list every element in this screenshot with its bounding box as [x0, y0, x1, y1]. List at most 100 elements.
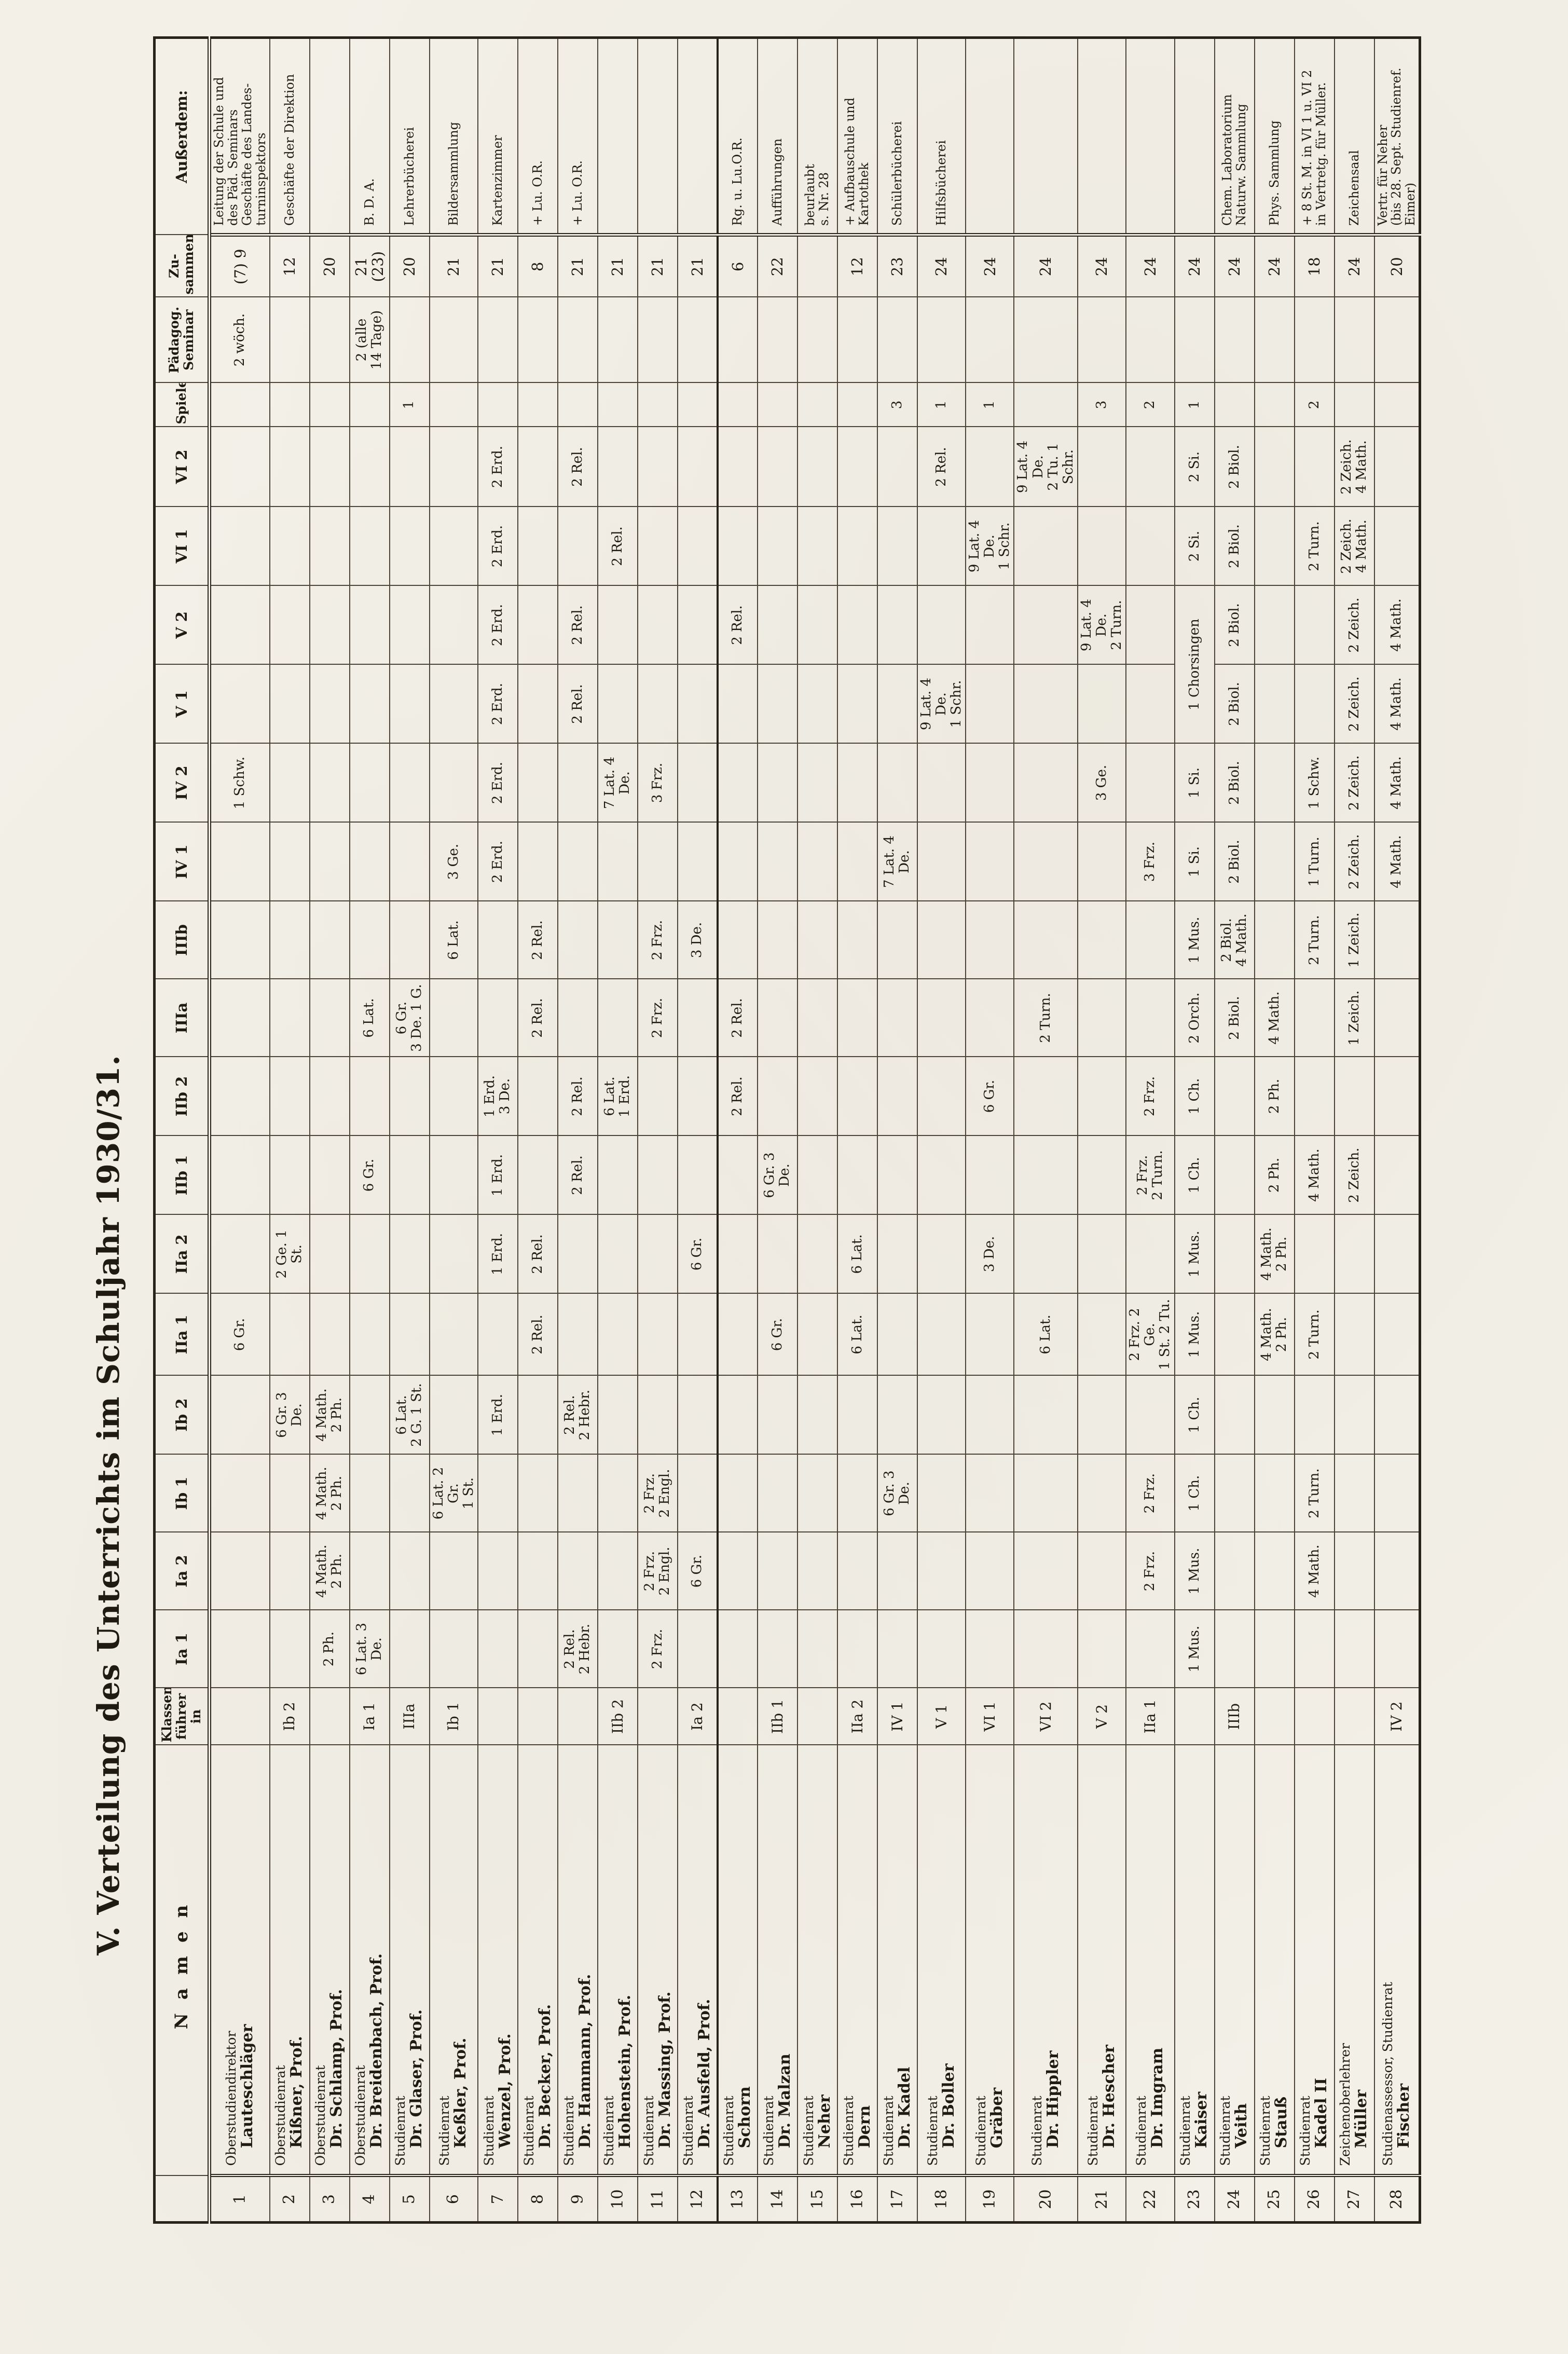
lesson-cell-iiib [477, 901, 518, 979]
lesson-cell-vi1: 2 Si. [1174, 507, 1215, 586]
ausserdem-cell [1174, 37, 1215, 235]
lesson-cell-ia2 [389, 1532, 430, 1610]
ausserdem-cell: Schülerbücherei [877, 37, 917, 235]
lesson-cell-v1 [517, 664, 558, 744]
spielen-cell [557, 382, 598, 427]
lesson-cell-vi2 [1254, 427, 1295, 507]
lesson-cell-iib2 [757, 1057, 797, 1136]
teacher-row-28: 28 Studienassessor, Studienrat Fischer IV 2… [1374, 37, 1420, 2223]
lesson-cell-iv1 [1014, 822, 1078, 901]
lesson-cell-iib1 [637, 1135, 678, 1215]
paedagog-seminar-cell [597, 297, 638, 383]
lesson-cell-ib2 [209, 1375, 270, 1455]
lesson-cell-vi2 [209, 427, 270, 507]
paedagog-seminar-cell [717, 297, 758, 383]
lesson-cell-v1 [1254, 664, 1295, 744]
row-number: 16 [837, 2175, 877, 2223]
spielen-cell [477, 382, 518, 427]
lesson-cell-ib2 [1294, 1375, 1335, 1455]
lesson-cell-vi1: 2 Rel. [597, 507, 638, 586]
lesson-cell-vi2: 2 Rel. [917, 427, 966, 507]
teacher-row-7: 7 Studienrat Wenzel, Prof. 1 Erd. 1 Erd. 1 Er… [477, 37, 518, 2223]
lesson-cell-iv1: 4 Math. [1374, 822, 1420, 901]
lesson-cell-iiib: 1 Zeich. [1334, 901, 1374, 979]
klassenfuehrer-cell [1334, 1688, 1374, 1745]
lesson-cell-iib1 [209, 1135, 270, 1215]
lesson-cell-iib1: 6 Gr. 3 De. [757, 1135, 797, 1215]
lesson-cell-iia1: 2 Frz. 2 Ge. 1 St. 2 Tu. [1126, 1293, 1175, 1376]
ausserdem-cell: + Aufbauschule und Kartothek [837, 37, 877, 235]
teacher-surname: Fischer [1395, 2083, 1413, 2148]
lesson-cell-iib1 [1077, 1135, 1126, 1215]
teacher-rank: Studienrat [1085, 2096, 1101, 2166]
ausserdem-cell: Geschäfte der Direktion [269, 37, 310, 235]
lesson-cell-vi1 [1126, 507, 1175, 586]
lesson-cell-vi2 [429, 427, 478, 507]
spielen-cell [637, 382, 678, 427]
teacher-surname: Gräber [988, 2087, 1007, 2148]
teacher-name-cell: Studienrat Wenzel, Prof. [477, 1745, 518, 2176]
lesson-cell-iv2 [1126, 743, 1175, 823]
lesson-cell-ia1 [1214, 1610, 1255, 1688]
lesson-cell-iib2 [517, 1057, 558, 1136]
lesson-cell-iia2 [1077, 1214, 1126, 1294]
teacher-rank: Studienrat [481, 2096, 497, 2166]
lesson-cell-iib2 [677, 1057, 718, 1136]
lesson-cell-iiia [1077, 979, 1126, 1057]
klassenfuehrer-cell: IIa 2 [837, 1688, 877, 1745]
spielen-cell: 2 [1126, 382, 1175, 427]
teacher-surname: Neher [815, 2095, 834, 2148]
lesson-cell-ib1 [349, 1454, 390, 1532]
ausserdem-cell: Rg. u. Lu.O.R. [717, 37, 758, 235]
lesson-cell-iiia: 1 Zeich. [1334, 979, 1374, 1057]
zusammen-cell: 24 [1077, 235, 1126, 297]
lesson-cell-ia1: 2 Ph. [309, 1610, 350, 1688]
teacher-name-cell: Studienrat Dern [837, 1745, 877, 2176]
teacher-surname: Dr. Hippler [1043, 2050, 1062, 2148]
teacher-row-3: 3 Oberstudienrat Dr. Schlamp, Prof. 2 Ph. 4 … [309, 37, 350, 2223]
lesson-cell-iv1 [269, 822, 310, 901]
lesson-cell-ib2 [1214, 1375, 1255, 1455]
lesson-cell-iib2: 6 Gr. [966, 1057, 1014, 1136]
lesson-cell-iib2: 6 Lat. 1 Erd. [597, 1057, 638, 1136]
paedagog-seminar-cell [1214, 297, 1255, 383]
lesson-cell-vi1 [757, 507, 797, 586]
zusammen-cell: 20 [389, 235, 430, 297]
teacher-name-cell: Studienrat Kadel II [1294, 1745, 1335, 2176]
lesson-cell-v2 [349, 585, 390, 665]
lesson-cell-iv2 [717, 743, 758, 823]
teacher-name-cell: Oberstudienrat Dr. Schlamp, Prof. [309, 1745, 350, 2176]
lesson-cell-iiia [1294, 979, 1335, 1057]
lesson-cell-iv2: 3 Ge. [1077, 743, 1126, 823]
lesson-cell-ia1 [877, 1610, 917, 1688]
lesson-cell-iib2 [389, 1057, 430, 1136]
lesson-cell-vi2 [517, 427, 558, 507]
teacher-name-cell: Oberstudienrat Kißner, Prof. [269, 1745, 310, 2176]
spielen-cell: 1 [966, 382, 1014, 427]
lesson-cell-ib1 [1077, 1454, 1126, 1532]
lesson-cell-ia2: 2 Frz. 2 Engl. [637, 1532, 678, 1610]
lesson-cell-iib1: 2 Ph. [1254, 1135, 1295, 1215]
lesson-cell-ib1 [966, 1454, 1014, 1532]
lesson-cell-iiia [917, 979, 966, 1057]
lesson-cell-vi1 [389, 507, 430, 586]
header-class-vi1: VI 1 [154, 507, 210, 586]
lesson-cell-iia1 [1334, 1293, 1374, 1376]
lesson-cell-iib2: 1 Erd. 3 De. [477, 1057, 518, 1136]
lesson-cell-ia1 [1014, 1610, 1078, 1688]
lesson-cell-iiib [757, 901, 797, 979]
header-class-v1: V 1 [154, 664, 210, 744]
paedagog-seminar-cell [517, 297, 558, 383]
lesson-cell-v2: 2 Zeich. [1334, 585, 1374, 665]
lesson-cell-iib1: 2 Frz. 2 Turn. [1126, 1135, 1175, 1215]
lesson-cell-ib1 [1254, 1454, 1295, 1532]
row-number: 13 [717, 2175, 758, 2223]
teacher-surname: Keßler, Prof. [451, 2037, 470, 2148]
lesson-cell-v1 [429, 664, 478, 744]
row-number: 5 [389, 2175, 430, 2223]
header-class-ia2: Ia 2 [154, 1532, 210, 1610]
zusammen-cell: 24 [1014, 235, 1078, 297]
lesson-cell-ib2 [517, 1375, 558, 1455]
lesson-cell-iiib: 2 Rel. [517, 901, 558, 979]
